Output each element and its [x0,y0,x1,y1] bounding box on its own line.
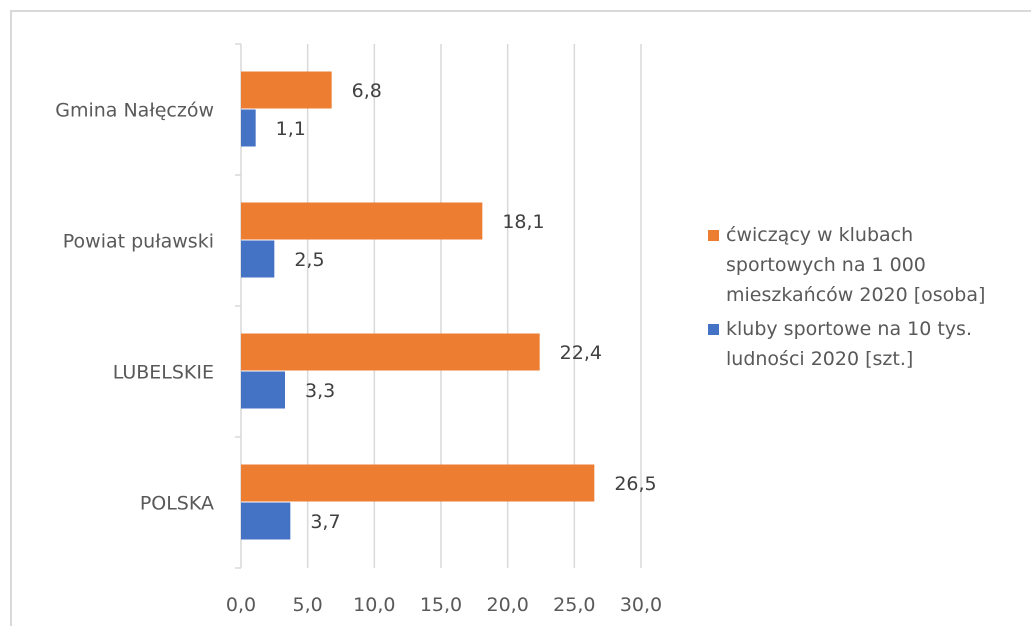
legend-label-series-1: ćwiczący w klubach sportowych na 1 000 m… [726,224,986,306]
legend-item-series-2: kluby sportowe na 10 tys. ludności 2020 … [708,314,1028,374]
x-tick-label: 0,0 [226,594,256,616]
category-label: Gmina Nałęczów [55,100,214,122]
bar-clubs [241,240,275,278]
data-label: 3,3 [305,380,335,402]
legend-swatch-series-2 [708,324,719,335]
bar-clubs [241,109,256,147]
bar-clubs [241,502,291,540]
bar-athletes [241,71,332,109]
x-tick-label: 15,0 [420,594,462,616]
x-tick-label: 25,0 [553,594,595,616]
category-label: Powiat puławski [63,231,214,253]
x-tick-label: 30,0 [620,594,662,616]
legend-label-series-2: kluby sportowe na 10 tys. ludności 2020 … [726,318,972,370]
x-tick-label: 5,0 [293,594,323,616]
data-label: 18,1 [502,211,544,233]
bar-athletes [241,464,595,502]
category-label: POLSKA [140,493,214,515]
category-label: LUBELSKIE [113,362,214,384]
bar-athletes [241,333,540,371]
x-tick-label: 20,0 [487,594,529,616]
data-label: 3,7 [310,511,340,533]
data-label: 22,4 [560,342,602,364]
legend-item-series-1: ćwiczący w klubach sportowych na 1 000 m… [708,220,1028,310]
chart-frame [10,10,1031,626]
legend: ćwiczący w klubach sportowych na 1 000 m… [708,220,1028,378]
data-label: 1,1 [276,118,306,140]
data-label: 26,5 [614,473,656,495]
bar-clubs [241,371,285,409]
data-label: 2,5 [294,249,324,271]
legend-swatch-series-1 [708,230,719,241]
bar-athletes [241,202,483,240]
data-label: 6,8 [352,80,382,102]
x-tick-label: 10,0 [353,594,395,616]
